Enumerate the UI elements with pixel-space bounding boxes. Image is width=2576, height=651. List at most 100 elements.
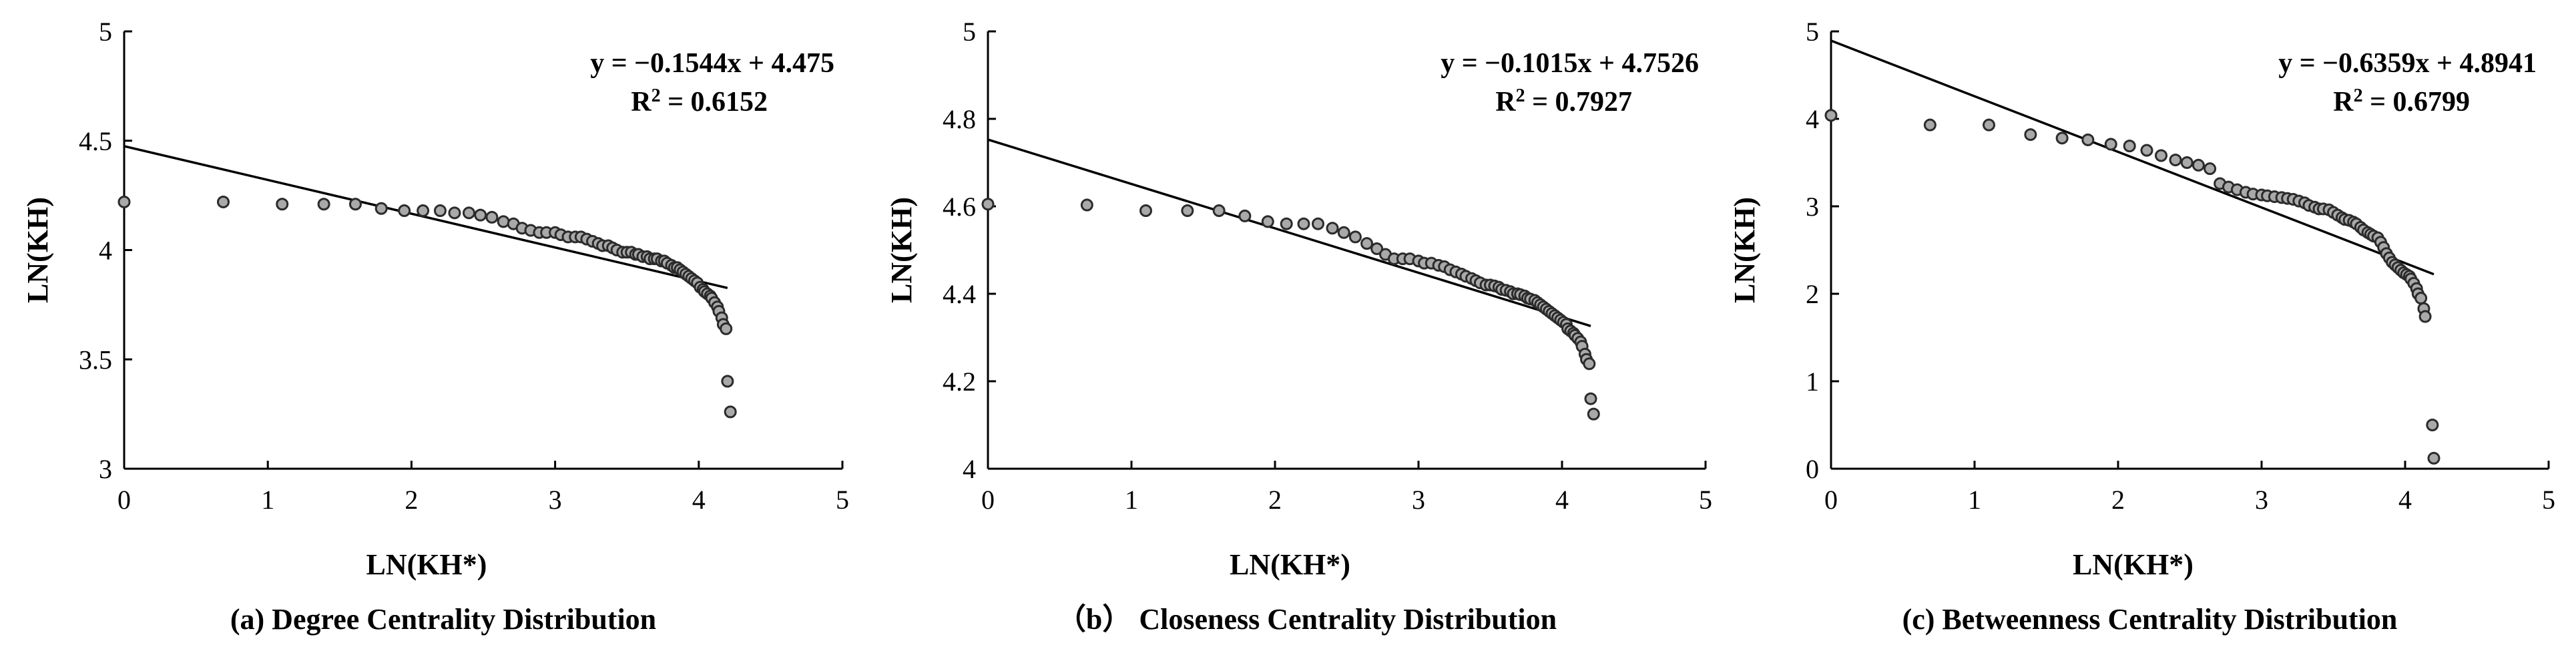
data-point	[1297, 217, 1310, 230]
y-tick-label: 1	[1806, 367, 1819, 397]
y-tick-label: 4	[1806, 104, 1819, 134]
x-tick-label: 5	[836, 485, 849, 515]
x-tick-label: 4	[692, 485, 706, 515]
data-point	[485, 210, 499, 224]
data-point	[1584, 392, 1597, 405]
data-point	[374, 202, 388, 215]
equation-label: y = −0.6359x + 4.8941	[2278, 48, 2537, 79]
y-tick-label: 5	[963, 17, 976, 47]
data-point	[1583, 357, 1596, 371]
y-tick-label: 4.5	[79, 126, 112, 156]
y-tick-label: 4	[99, 236, 112, 266]
x-tick-label: 5	[2542, 485, 2555, 515]
data-point	[2204, 162, 2217, 176]
data-point	[724, 405, 737, 419]
data-point	[398, 204, 411, 218]
data-point	[317, 198, 330, 211]
x-tick-label: 1	[1968, 485, 1981, 515]
x-tick-label: 2	[405, 485, 418, 515]
x-tick-label: 3	[1412, 485, 1425, 515]
data-point	[1337, 226, 1350, 239]
x-axis-label: LN(KH*)	[366, 548, 487, 581]
r-squared-value: 0.7927	[1555, 87, 1633, 118]
data-point	[1587, 407, 1600, 421]
r-squared-value: 0.6152	[691, 87, 768, 118]
data-point	[2426, 419, 2439, 431]
y-tick-label: 3	[1806, 192, 1819, 222]
trendline	[123, 145, 728, 290]
data-point	[1261, 215, 1274, 228]
x-tick-label: 2	[2111, 485, 2125, 515]
y-tick-label: 5	[99, 17, 112, 47]
y-tick-label: 4.6	[943, 192, 976, 222]
data-point	[1181, 204, 1194, 218]
data-point	[981, 198, 995, 211]
data-point	[2104, 138, 2117, 151]
data-point	[417, 204, 430, 218]
data-point	[1280, 217, 1293, 230]
data-point	[2414, 292, 2428, 305]
x-tick-label: 1	[261, 485, 274, 515]
data-point	[721, 375, 734, 388]
trendline	[987, 138, 1591, 327]
y-tick-label: 3.5	[79, 345, 112, 375]
x-tick-label: 2	[1268, 485, 1282, 515]
data-point	[448, 206, 461, 220]
data-point	[462, 206, 475, 220]
data-point	[216, 195, 230, 208]
data-point	[720, 322, 733, 335]
y-axis-label: LN(KH)	[885, 197, 918, 303]
x-tick-label: 1	[1125, 485, 1138, 515]
y-tick-label: 4.8	[943, 104, 976, 134]
trendline	[1830, 39, 2434, 276]
x-tick-label: 5	[1699, 485, 1712, 515]
x-tick-label: 3	[2255, 485, 2268, 515]
data-point	[1080, 198, 1093, 212]
panel-caption: (a) Degree Centrality Distribution	[230, 603, 656, 636]
data-point	[1923, 118, 1937, 132]
x-tick-label: 0	[117, 485, 131, 515]
chart-panel-c: 0 1 2 3 4 5 0 1 2 3 4 5 LN(KH*) LN(KH) y = −0.6359x + …	[1728, 17, 2555, 636]
data-point	[2055, 132, 2069, 145]
data-point	[1312, 217, 1324, 230]
x-axis-label: LN(KH*)	[1230, 548, 1350, 581]
data-point	[2123, 140, 2136, 153]
data-point	[2024, 128, 2037, 142]
chart-panel-a: 0 1 2 3 4 5 3 3.5 4 4.5 5 LN(KH*) LN(KH) y = −0.1544x…	[21, 17, 849, 636]
y-tick-label: 2	[1806, 279, 1819, 309]
data-point	[1360, 237, 1374, 250]
data-point	[1348, 230, 1362, 244]
x-tick-label: 4	[2398, 485, 2412, 515]
r-squared-label: R2 = 0.6799	[2333, 85, 2470, 118]
data-point	[1238, 209, 1252, 222]
data-point	[2180, 156, 2194, 169]
y-tick-label: 4	[963, 454, 976, 484]
data-point	[1326, 222, 1339, 235]
data-point	[497, 215, 510, 228]
data-point	[2418, 310, 2432, 323]
chart-panel-b: 0 1 2 3 4 5 4 4.2 4.4 4.6 4.8 5 LN(KH*) LN(KH) y = −0.…	[885, 17, 1712, 636]
data-point	[433, 204, 447, 218]
x-tick-label: 3	[549, 485, 562, 515]
r-squared-label: R2 = 0.6152	[631, 85, 768, 118]
data-point	[348, 198, 362, 211]
data-point	[2427, 451, 2440, 465]
panel-caption: （b） Closeness Centrality Distribution	[1057, 603, 1557, 636]
y-tick-label: 5	[1806, 17, 1819, 47]
data-point	[276, 198, 289, 211]
data-point	[2169, 154, 2182, 167]
data-point	[474, 208, 487, 222]
x-tick-label: 4	[1555, 485, 1569, 515]
data-point	[1139, 204, 1152, 218]
r-squared-label: R2 = 0.7927	[1495, 85, 1632, 118]
data-point	[2192, 158, 2205, 172]
data-point	[2140, 144, 2153, 157]
y-axis-label: LN(KH)	[21, 197, 54, 303]
y-tick-label: 4.2	[943, 367, 976, 397]
data-point	[1983, 118, 1995, 132]
y-axis-label: LN(KH)	[1728, 197, 1761, 303]
data-point	[1212, 204, 1226, 218]
x-tick-label: 0	[1824, 485, 1838, 515]
equation-label: y = −0.1544x + 4.475	[590, 48, 834, 79]
data-point	[2155, 149, 2167, 162]
